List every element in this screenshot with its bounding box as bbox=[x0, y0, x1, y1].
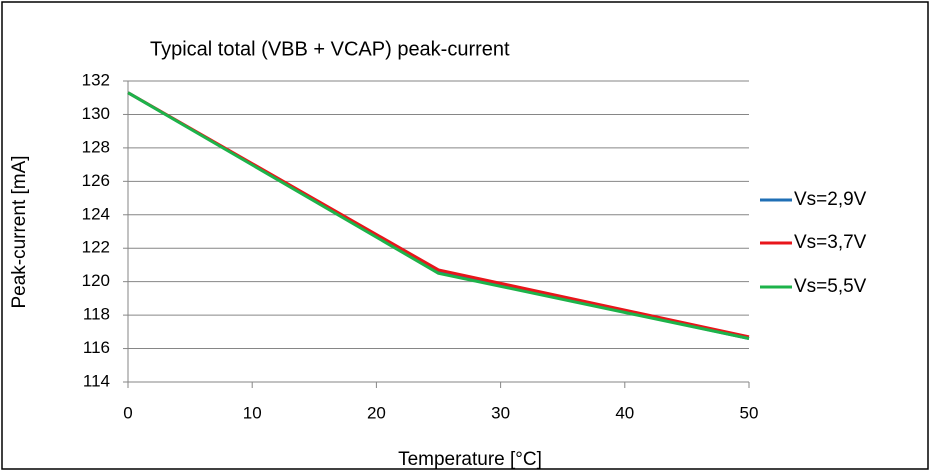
x-tick-label: 20 bbox=[367, 403, 386, 422]
x-tick-label: 50 bbox=[740, 403, 759, 422]
x-axis-title: Temperature [°C] bbox=[398, 449, 542, 470]
y-tick-label: 118 bbox=[83, 305, 110, 324]
y-tick-label: 120 bbox=[82, 271, 110, 290]
x-tick-label: 30 bbox=[491, 403, 510, 422]
x-tick-label: 10 bbox=[243, 403, 262, 422]
x-tick-label: 40 bbox=[615, 403, 634, 422]
y-tick-label: 132 bbox=[82, 70, 110, 89]
y-tick-label: 116 bbox=[83, 338, 110, 357]
legend-label: Vs=5,5V bbox=[794, 276, 867, 297]
legend-label: Vs=3,7V bbox=[794, 232, 867, 253]
y-tick-label: 130 bbox=[82, 104, 110, 123]
y-tick-label: 126 bbox=[82, 171, 110, 190]
legend-label: Vs=2,9V bbox=[794, 189, 867, 210]
y-tick-label: 114 bbox=[83, 371, 110, 390]
y-axis-title: Peak-current [mA] bbox=[9, 155, 30, 308]
y-tick-label: 122 bbox=[82, 238, 110, 257]
chart-title: Typical total (VBB + VCAP) peak-current bbox=[150, 38, 510, 60]
y-tick-label: 124 bbox=[82, 204, 110, 223]
data-line bbox=[127, 91, 750, 340]
y-tick-label: 128 bbox=[82, 137, 110, 156]
x-tick-label: 0 bbox=[123, 403, 132, 422]
